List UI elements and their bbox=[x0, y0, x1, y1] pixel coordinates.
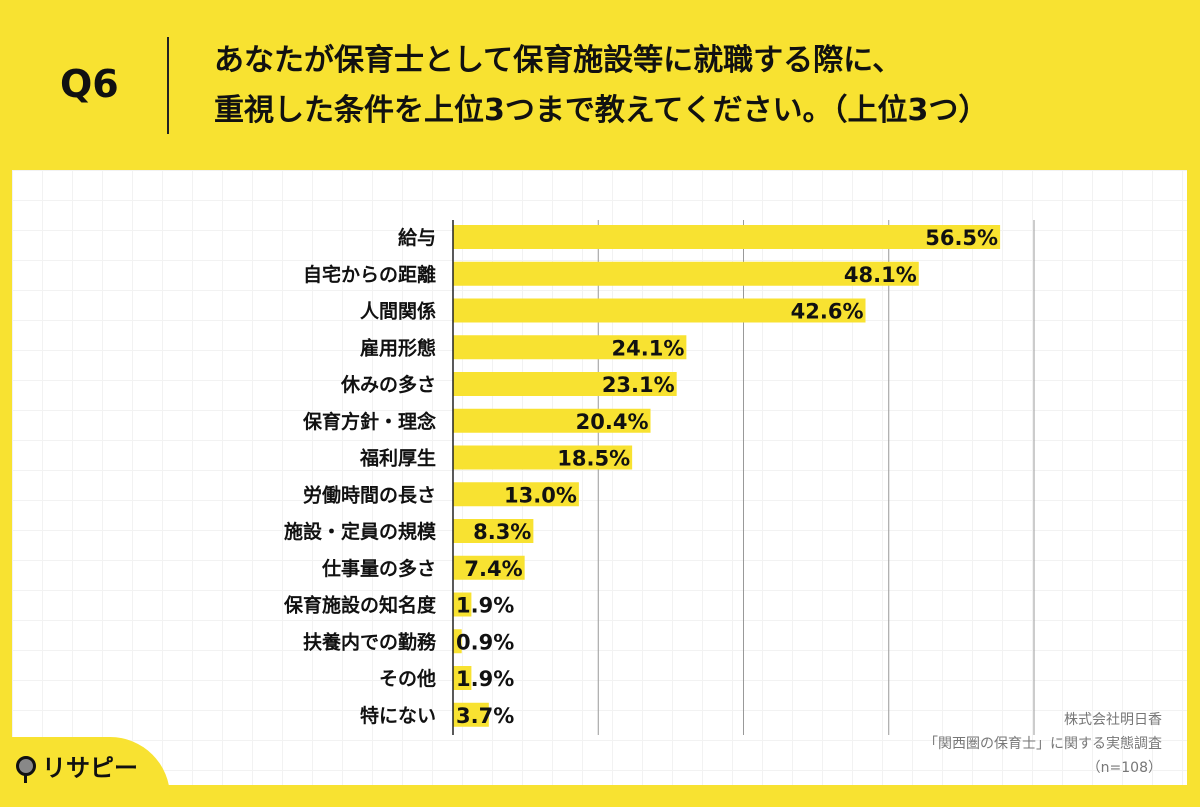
bar bbox=[453, 261, 919, 286]
bar bbox=[453, 702, 489, 727]
value-label: 20.4% bbox=[576, 410, 649, 434]
bar bbox=[453, 629, 462, 654]
value-label: 23.1% bbox=[602, 373, 675, 397]
category-label: 人間関係 bbox=[360, 300, 436, 323]
source-survey: 「関西圏の保育士」に関する実態調査 bbox=[924, 736, 1162, 752]
category-label: 扶養内での勤務 bbox=[303, 630, 437, 653]
value-label: 0.9% bbox=[456, 630, 514, 654]
bar bbox=[453, 482, 579, 507]
divider bbox=[167, 37, 169, 134]
value-label: 1.9% bbox=[456, 594, 514, 618]
sample-size: （n=108） bbox=[1086, 760, 1162, 776]
category-label: 自宅からの距離 bbox=[303, 263, 436, 286]
bar bbox=[453, 445, 633, 470]
category-label: 仕事量の多さ bbox=[321, 557, 436, 580]
pin-icon bbox=[16, 755, 36, 783]
source-note: 株式会社明日香 「関西圏の保育士」に関する実態調査 （n=108） bbox=[924, 708, 1162, 780]
category-label: 雇用形態 bbox=[360, 336, 436, 359]
value-label: 18.5% bbox=[557, 447, 630, 471]
bar bbox=[453, 372, 677, 396]
bar bbox=[453, 666, 472, 690]
bar bbox=[453, 555, 525, 580]
title-line-1: あなたが保育士として保育施設等に就職する際に、 bbox=[214, 43, 903, 78]
category-label: 保育方針・理念 bbox=[302, 410, 436, 433]
logo-text: リサピー bbox=[42, 754, 138, 782]
chart-title: あなたが保育士として保育施設等に就職する際に、 重視した条件を上位3つまで教えて… bbox=[214, 36, 988, 136]
bar bbox=[453, 592, 472, 617]
value-label: 1.9% bbox=[456, 667, 514, 691]
value-label: 8.3% bbox=[473, 520, 531, 544]
category-label: 施設・定員の規模 bbox=[284, 520, 437, 543]
source-company: 株式会社明日香 bbox=[1064, 712, 1162, 728]
bar bbox=[453, 335, 687, 360]
category-label: 保育施設の知名度 bbox=[283, 594, 437, 617]
value-label: 7.4% bbox=[464, 557, 522, 581]
value-label: 42.6% bbox=[791, 300, 864, 324]
category-label: その他 bbox=[379, 667, 436, 690]
title-line-2: 重視した条件を上位3つまで教えてください。（上位3つ） bbox=[214, 93, 989, 128]
value-label: 13.0% bbox=[504, 483, 577, 507]
category-label: 労働時間の長さ bbox=[303, 483, 436, 506]
value-label: 48.1% bbox=[844, 263, 917, 287]
value-label: 3.7% bbox=[456, 704, 514, 728]
question-number: Q6 bbox=[60, 62, 119, 106]
logo: リサピー bbox=[16, 748, 138, 783]
bar bbox=[453, 408, 651, 433]
bar bbox=[453, 225, 1001, 249]
category-label: 福利厚生 bbox=[359, 447, 436, 470]
bar bbox=[453, 298, 866, 323]
value-label: 56.5% bbox=[925, 226, 998, 250]
bar bbox=[453, 519, 534, 543]
value-label: 24.1% bbox=[612, 336, 685, 360]
category-label: 給与 bbox=[398, 226, 436, 249]
category-label: 休みの多さ bbox=[340, 373, 436, 396]
category-label: 特にない bbox=[360, 705, 436, 727]
